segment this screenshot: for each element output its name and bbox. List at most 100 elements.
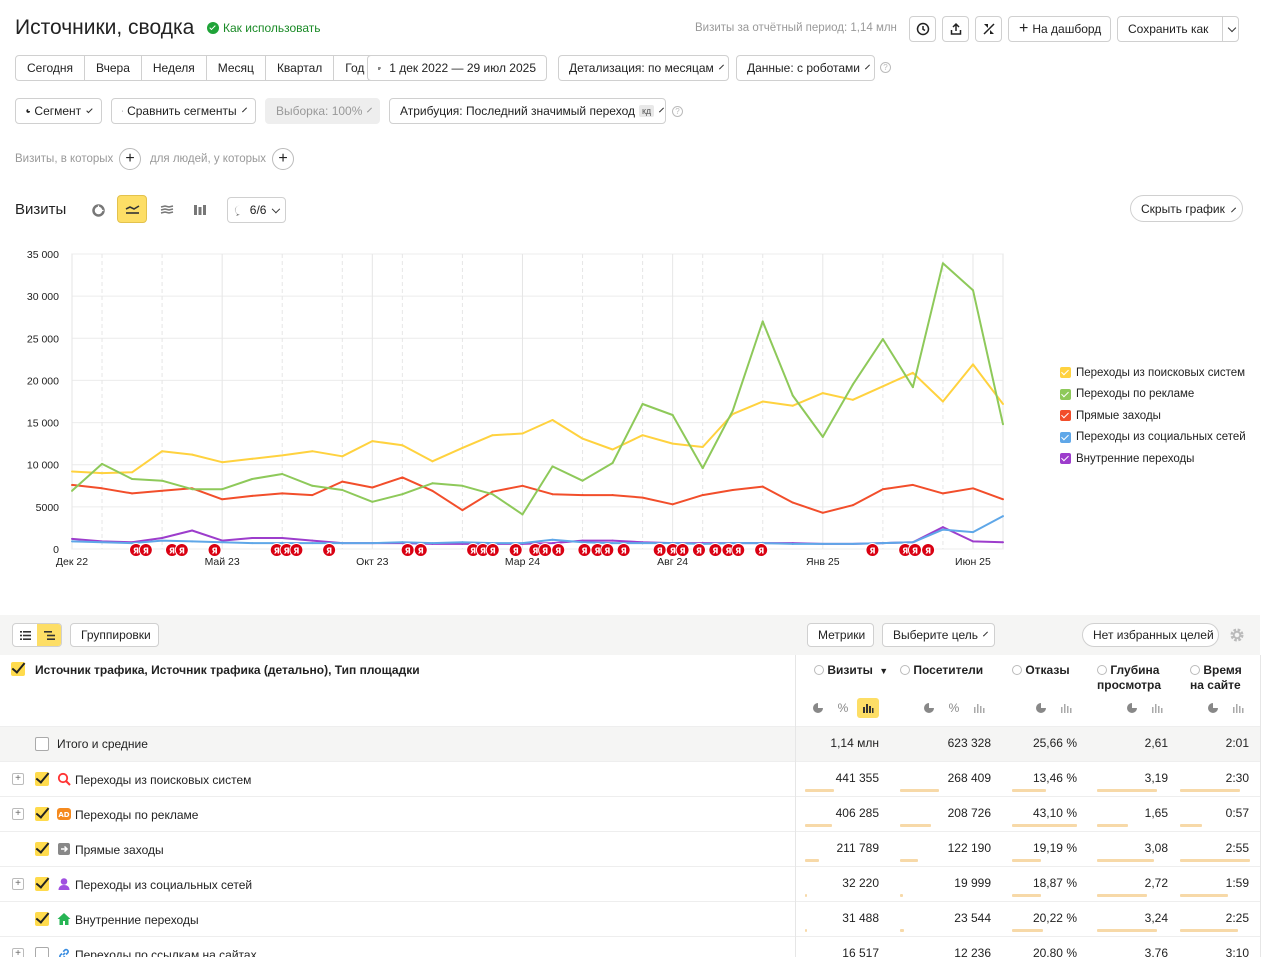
depth-pie-view[interactable] xyxy=(1121,698,1143,718)
row-checkbox[interactable] xyxy=(35,772,49,786)
row-metric-bar xyxy=(1012,929,1043,932)
row-label[interactable]: Переходы по рекламе xyxy=(75,808,199,822)
col-visits-label: Визиты xyxy=(827,663,873,677)
detail-dropdown[interactable]: Детализация: по месяцам xyxy=(558,55,729,81)
col-header-bounces[interactable]: Отказы xyxy=(1012,663,1070,678)
table-toolbar: Группировки Метрики Выберите цель Нет из… xyxy=(0,615,1260,655)
legend-item[interactable]: Переходы из социальных сетей xyxy=(1060,427,1246,449)
row-label[interactable]: Внутренние переходы xyxy=(75,913,199,927)
table-row[interactable]: + Переходы из социальных сетей 32 220 19 99… xyxy=(0,867,1260,902)
bounces-pie-view[interactable] xyxy=(1030,698,1052,718)
list-icon xyxy=(19,630,31,640)
to-dashboard-button[interactable]: + На дашборд xyxy=(1008,16,1111,42)
legend-item[interactable]: Переходы по рекламе xyxy=(1060,384,1246,406)
period-yesterday[interactable]: Вчера xyxy=(85,56,142,80)
expand-row-button[interactable]: + xyxy=(12,878,24,890)
date-range-picker[interactable]: 1 дек 2022 — 29 июл 2025 xyxy=(367,55,547,81)
compare-button[interactable] xyxy=(975,16,1002,42)
list-view-button[interactable] xyxy=(13,624,37,646)
legend-item[interactable]: Прямые заходы xyxy=(1060,405,1246,427)
visitors-bar-view[interactable] xyxy=(968,698,990,718)
calendar-icon xyxy=(378,66,382,70)
history-button[interactable] xyxy=(909,16,936,42)
data-point xyxy=(251,457,254,460)
add-people-filter-button[interactable]: + xyxy=(272,148,294,170)
row-metric-bar xyxy=(1012,824,1077,827)
table-row[interactable]: Прямые заходы 211 789 122 190 19,19 % 3,08 2:… xyxy=(0,832,1260,867)
chart-type-line[interactable] xyxy=(117,195,147,223)
tree-view-button[interactable] xyxy=(37,624,61,646)
chart-type-bar[interactable] xyxy=(190,200,210,220)
legend-item[interactable]: Внутренние переходы xyxy=(1060,448,1246,470)
table-row[interactable]: Внутренние переходы 31 488 23 544 20,22 % 3,… xyxy=(0,902,1260,937)
choose-goal-dropdown[interactable]: Выберите цель xyxy=(882,623,995,647)
row-label[interactable]: Переходы по ссылкам на сайтах xyxy=(75,948,257,957)
period-month[interactable]: Месяц xyxy=(207,56,266,80)
expand-row-button[interactable]: + xyxy=(12,773,24,785)
attribution-dropdown[interactable]: Атрибуция: Последний значимый переход кд xyxy=(389,98,666,124)
period-year[interactable]: Год xyxy=(345,61,365,75)
row-checkbox[interactable] xyxy=(35,807,49,821)
col-header-time[interactable]: Время на сайте xyxy=(1190,663,1250,693)
col-header-depth[interactable]: Глубина просмотра xyxy=(1097,663,1167,693)
chart-type-pie[interactable] xyxy=(88,200,108,220)
period-today[interactable]: Сегодня xyxy=(16,56,85,80)
row-checkbox[interactable] xyxy=(35,912,49,926)
data-point xyxy=(161,539,164,542)
table-row[interactable]: + Переходы по ссылкам на сайтах 16 517 12 2… xyxy=(0,937,1260,957)
compare-segments-dropdown[interactable]: Сравнить сегменты xyxy=(111,98,256,124)
dimensions-header[interactable]: Источник трафика, Источник трафика (дета… xyxy=(35,663,420,677)
col-header-visitors[interactable]: Посетители xyxy=(900,663,983,678)
favorite-goals-button[interactable]: Нет избранных целей xyxy=(1082,623,1219,647)
data-point xyxy=(1002,515,1004,518)
visits-bar-view[interactable] xyxy=(857,698,879,718)
sampling-dropdown: Выборка: 100% xyxy=(265,98,380,124)
how-to-use-link[interactable]: Как использовать xyxy=(207,21,321,35)
time-pie-view[interactable] xyxy=(1202,698,1224,718)
time-bar-view[interactable] xyxy=(1227,698,1249,718)
visitors-pie-view[interactable] xyxy=(918,698,940,718)
visits-percent-view[interactable]: % xyxy=(837,701,849,715)
table-settings-button[interactable] xyxy=(1229,627,1245,646)
data-point xyxy=(551,465,554,468)
table-row[interactable]: + Переходы из поисковых систем 441 355 268 … xyxy=(0,762,1260,797)
add-visit-filter-button[interactable]: + xyxy=(119,148,141,170)
row-checkbox[interactable] xyxy=(35,947,49,957)
col-header-visits[interactable]: Визиты ▼ xyxy=(814,663,888,679)
metrics-button[interactable]: Метрики xyxy=(807,623,874,647)
depth-bar-view[interactable] xyxy=(1146,698,1168,718)
row-checkbox[interactable] xyxy=(35,737,49,751)
annotations-dropdown[interactable]: 6/6 xyxy=(227,197,286,223)
expand-row-button[interactable]: + xyxy=(12,808,24,820)
chart-type-area[interactable] xyxy=(157,200,177,220)
segment-dropdown[interactable]: Сегмент xyxy=(15,98,102,124)
legend-item[interactable]: Переходы из поисковых систем xyxy=(1060,362,1246,384)
row-checkbox[interactable] xyxy=(35,877,49,891)
row-label[interactable]: Переходы из социальных сетей xyxy=(75,878,253,892)
total-bounces: 25,66 % xyxy=(1032,736,1077,750)
row-checkbox[interactable] xyxy=(35,842,49,856)
expand-row-button[interactable]: + xyxy=(12,948,24,957)
row-label[interactable]: Переходы из поисковых систем xyxy=(75,773,252,787)
pie-segment-icon xyxy=(26,109,31,113)
row-label[interactable]: Прямые заходы xyxy=(75,843,164,857)
period-quarter[interactable]: Квартал xyxy=(266,56,335,80)
period-week[interactable]: Неделя xyxy=(142,56,207,80)
visitors-percent-view[interactable]: % xyxy=(948,701,960,715)
data-mode-dropdown[interactable]: Данные: с роботами xyxy=(736,55,875,81)
save-as-dropdown[interactable] xyxy=(1222,17,1238,41)
select-all-checkbox[interactable] xyxy=(11,662,25,676)
hide-chart-button[interactable]: Скрыть график xyxy=(1130,195,1243,222)
data-point xyxy=(941,492,944,495)
bounces-bar-view[interactable] xyxy=(1055,698,1077,718)
save-as-button[interactable]: Сохранить как xyxy=(1117,16,1239,42)
data-point xyxy=(521,513,524,516)
help-icon[interactable]: ? xyxy=(880,62,891,73)
export-button[interactable] xyxy=(942,16,969,42)
help-icon[interactable]: ? xyxy=(672,106,683,117)
visits-pie-view[interactable] xyxy=(807,698,829,718)
groupings-button[interactable]: Группировки xyxy=(70,623,159,647)
data-point xyxy=(371,440,374,443)
data-point xyxy=(611,494,614,497)
table-row[interactable]: + AD Переходы по рекламе 406 285 208 726 43,1… xyxy=(0,797,1260,832)
